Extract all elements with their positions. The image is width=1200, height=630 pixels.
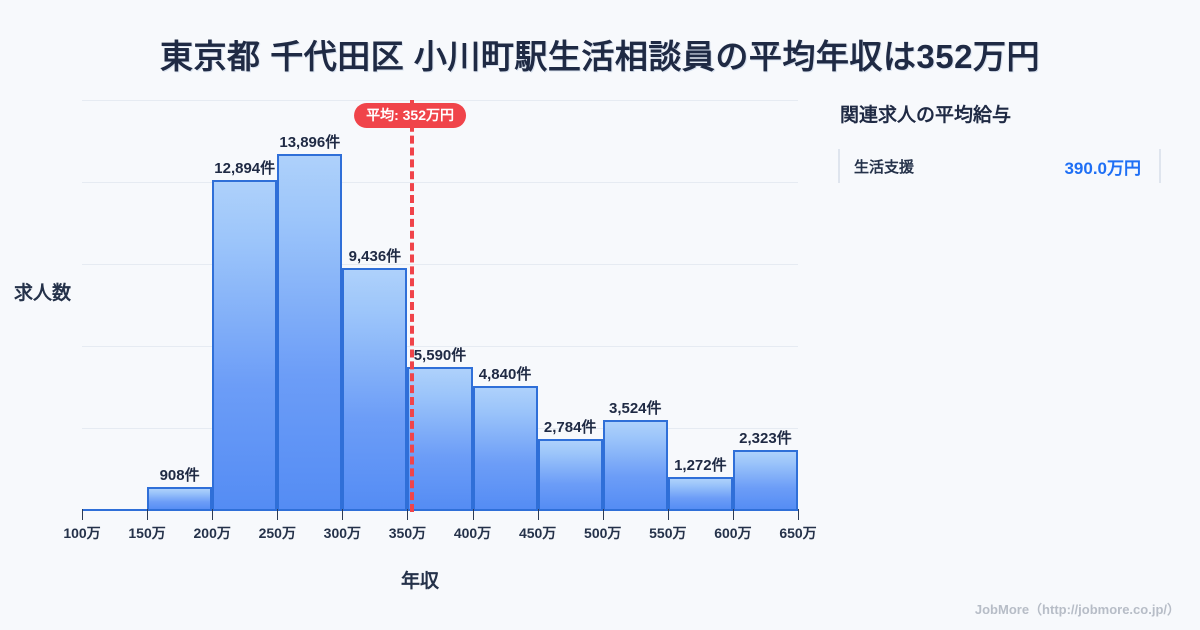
bar-value-label: 908件 <box>159 466 200 484</box>
related-salary-list: 生活支援 390.0万円 <box>838 149 1178 183</box>
histogram-bar <box>732 450 798 510</box>
x-axis-tick <box>212 509 214 520</box>
histogram-bar <box>277 153 343 510</box>
x-axis-tick <box>732 509 734 520</box>
gridline <box>82 182 798 183</box>
histogram-bar <box>407 366 473 510</box>
histogram-chart: 求人数 年収 平均: 352万円 908件 12,894件 13,896件 9,436… <box>14 100 817 592</box>
x-axis-tick-label: 250万 <box>258 525 296 541</box>
x-axis-tick-label: 550万 <box>649 525 687 541</box>
x-axis-tick <box>798 509 799 520</box>
histogram-bar <box>537 438 603 510</box>
y-axis-title: 求人数 <box>14 283 72 304</box>
x-axis-tick-label: 600万 <box>714 525 752 541</box>
histogram-bar <box>602 419 668 510</box>
salary-row-value: 390.0万円 <box>1064 158 1141 178</box>
x-axis-tick-label: 400万 <box>453 525 492 541</box>
bar-value-label: 2,323件 <box>739 430 792 448</box>
plot-area <box>82 100 798 510</box>
gridline <box>82 100 798 101</box>
average-line <box>410 100 415 512</box>
bar-value-label: 1,272件 <box>674 457 727 475</box>
bar-value-label: 13,896件 <box>279 133 341 151</box>
page-title: 東京都 千代田区 小川町駅生活相談員の平均年収は352万円 <box>160 38 1040 75</box>
x-axis-tick <box>602 509 604 520</box>
x-axis-tick <box>277 509 279 520</box>
x-axis-baseline <box>82 509 799 511</box>
x-axis-tick-label: 300万 <box>323 525 362 541</box>
related-salary-heading: 関連求人の平均給与 <box>840 105 1012 126</box>
x-axis-title: 年収 <box>400 571 439 592</box>
x-axis-tick <box>667 509 669 520</box>
bar-value-label: 5,590件 <box>413 346 467 364</box>
average-badge: 平均: 352万円 <box>354 103 467 128</box>
histogram-bar <box>147 486 213 510</box>
x-axis-tick-label: 450万 <box>518 525 557 541</box>
x-axis-tick-label: 500万 <box>584 525 622 541</box>
bar-value-label: 3,524件 <box>608 399 662 417</box>
x-axis-tick <box>537 509 539 520</box>
histogram-bar <box>212 179 278 510</box>
footer-credit: JobMore（http://jobmore.co.jp/） <box>974 602 1180 617</box>
salary-row-name: 生活支援 <box>854 158 915 176</box>
gridline <box>82 264 798 265</box>
bar-value-label: 12,894件 <box>214 159 276 177</box>
x-axis-tick <box>342 509 344 520</box>
bar-value-label: 9,436件 <box>348 248 402 266</box>
histogram-bar <box>472 385 538 510</box>
related-salary-panel: 関連求人の平均給与 生活支援 390.0万円 <box>838 100 1178 183</box>
x-axis-tick-label: 200万 <box>193 525 231 541</box>
x-axis-tick-label: 350万 <box>388 525 427 541</box>
x-axis-tick <box>82 509 83 520</box>
gridline <box>82 346 798 347</box>
x-axis-tick <box>407 509 409 520</box>
x-axis-tick-label: 650万 <box>779 525 817 541</box>
bar-value-label: 4,840件 <box>478 365 532 383</box>
histogram-bar <box>667 477 733 510</box>
x-axis-tick <box>472 509 474 520</box>
x-axis-tick-label: 100万 <box>63 525 101 541</box>
x-axis-tick-label: 150万 <box>128 525 166 541</box>
bar-value-label: 2,784件 <box>543 418 597 436</box>
histogram-bar <box>342 268 408 510</box>
x-axis-tick <box>147 509 149 520</box>
salary-row: 生活支援 390.0万円 <box>838 149 1161 183</box>
